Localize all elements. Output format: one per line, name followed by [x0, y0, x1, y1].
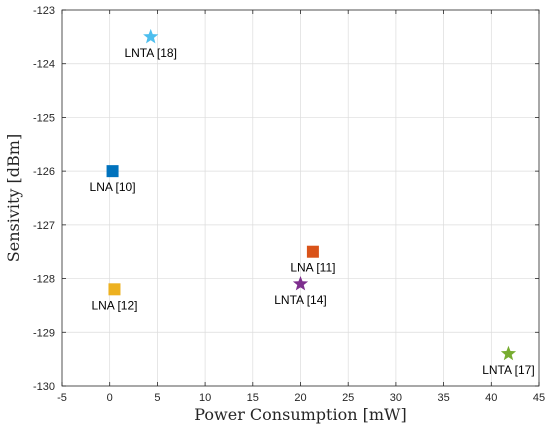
y-tick-label: -130 [33, 381, 55, 393]
x-tick-label: 35 [437, 392, 449, 404]
y-tick-label: -129 [33, 327, 55, 339]
x-tick-label: 15 [247, 392, 259, 404]
point-label: LNTA [18] [124, 46, 176, 60]
point-label: LNA [11] [290, 261, 335, 275]
x-tick-label: 45 [533, 392, 545, 404]
y-tick-label: -124 [33, 59, 55, 71]
point-label: LNTA [17] [482, 363, 534, 377]
x-axis-title: Power Consumption [mW] [194, 405, 406, 424]
axis-ticks: -5 0 5 10 15 20 25 30 35 40 45 -123 -124 -125 -126 -127… [33, 5, 545, 404]
x-tick-label: 25 [342, 392, 354, 404]
y-tick-label: -123 [33, 5, 55, 17]
x-tick-label: -5 [57, 392, 67, 404]
star-marker [500, 345, 517, 361]
point-label: LNA [10] [90, 180, 136, 194]
y-tick-label: -125 [33, 112, 55, 124]
y-axis-title: Sensivity [dBm] [4, 134, 23, 262]
square-marker [108, 283, 121, 296]
y-tick-label: -127 [33, 220, 55, 232]
square-marker [106, 165, 119, 178]
star-marker [292, 275, 309, 291]
star-marker [143, 28, 159, 44]
point-label: LNTA [14] [274, 293, 326, 307]
point-label: LNA [12] [91, 298, 137, 312]
data-points: LNTA [18] LNA [10] LNA [11] LNTA [14] LNA [1… [90, 28, 535, 377]
y-tick-label: -126 [33, 166, 55, 178]
x-tick-label: 20 [294, 392, 306, 404]
x-tick-label: 10 [199, 392, 211, 404]
x-tick-label: 0 [107, 392, 113, 404]
x-tick-label: 40 [485, 392, 497, 404]
x-tick-label: 5 [154, 392, 160, 404]
square-marker [306, 245, 319, 258]
y-tick-label: -128 [33, 274, 55, 286]
x-tick-label: 30 [390, 392, 402, 404]
